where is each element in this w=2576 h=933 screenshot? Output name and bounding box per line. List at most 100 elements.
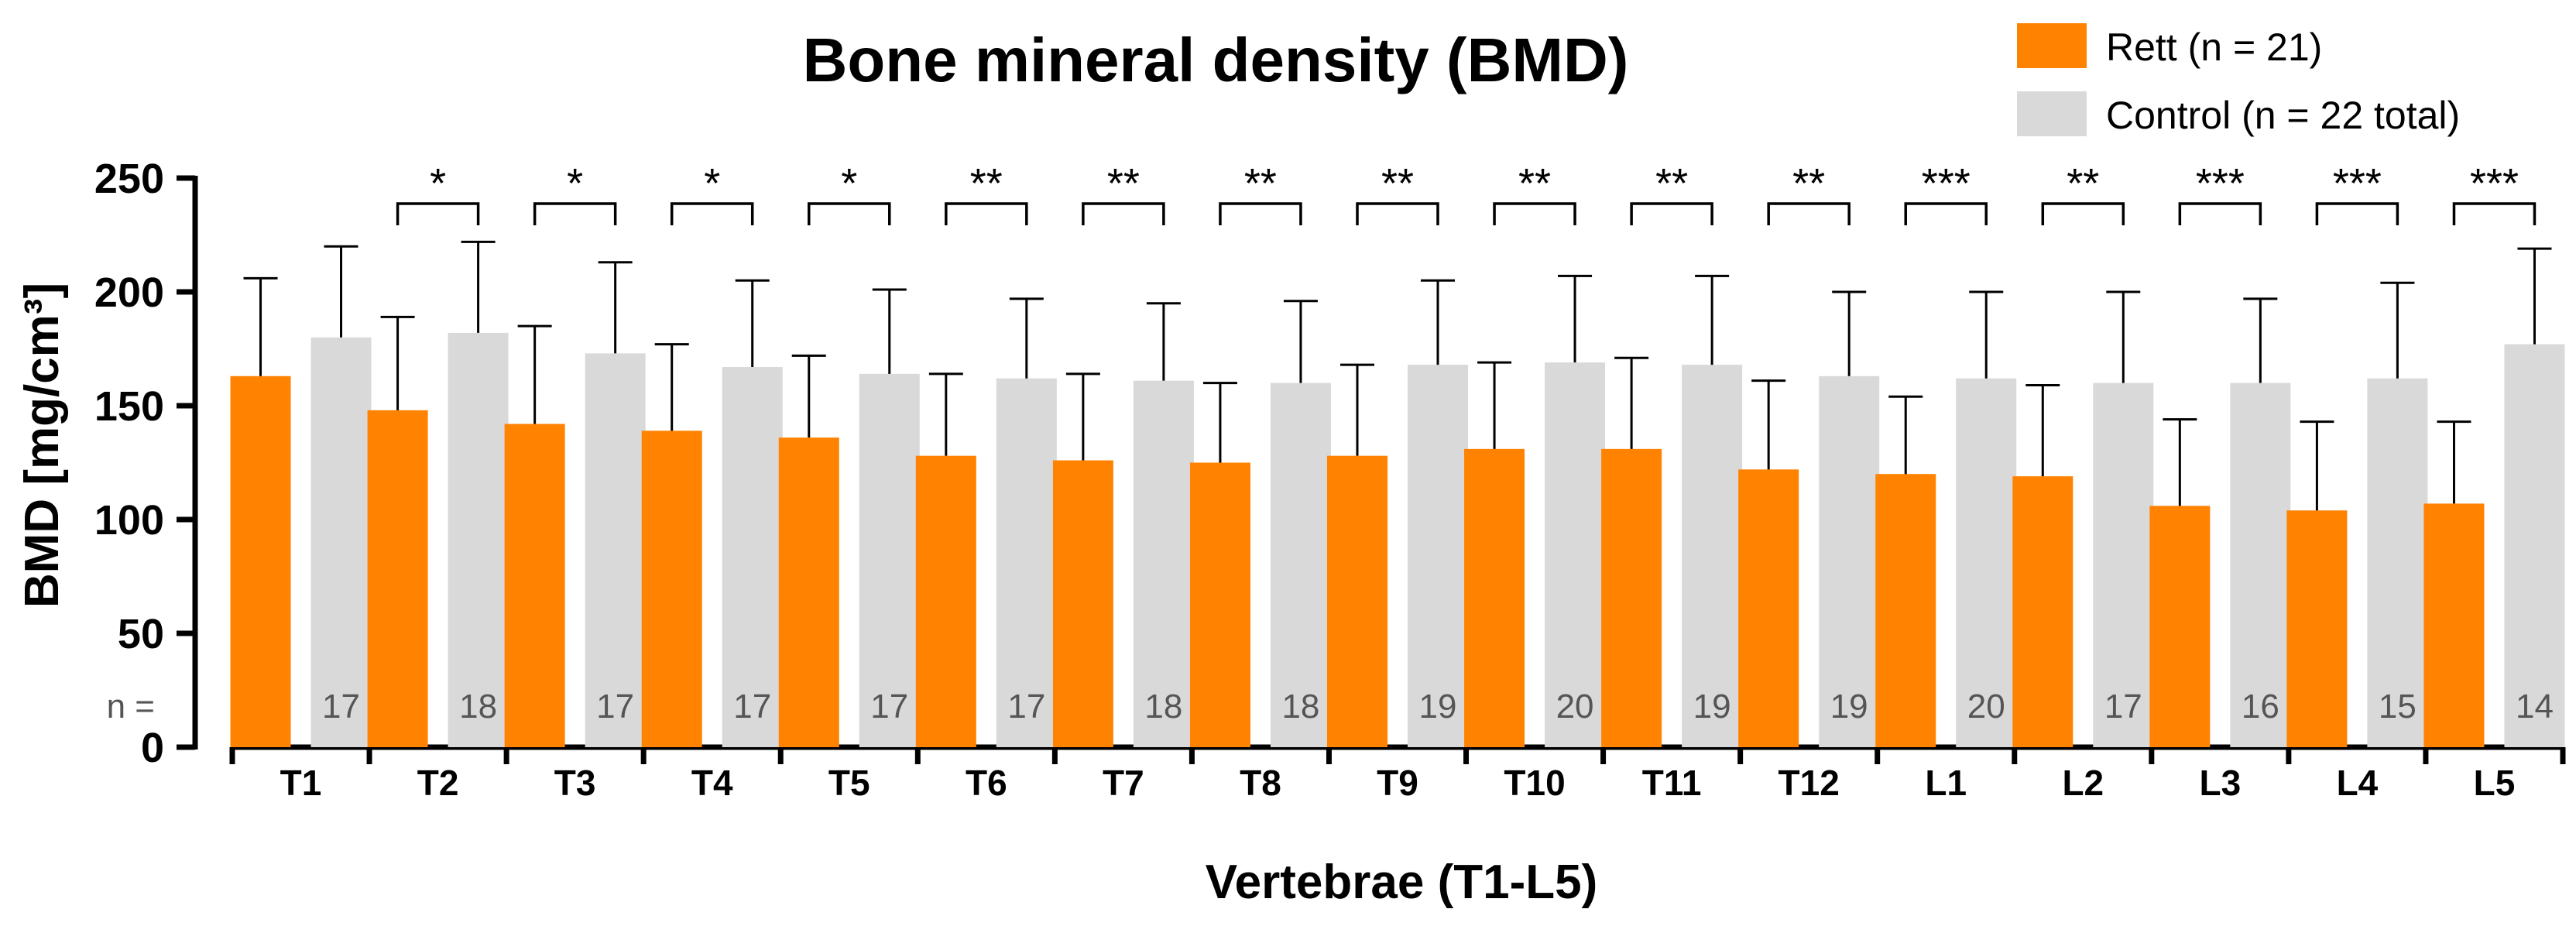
significance-bracket (2178, 202, 2262, 225)
x-tick-label: L5 (2474, 763, 2516, 803)
n-label: 17 (1007, 688, 1045, 725)
significance-label: ** (1381, 160, 1414, 207)
legend-swatch-control (2017, 91, 2087, 136)
bar-rett (367, 410, 428, 747)
y-tick-label: 250 (94, 156, 164, 202)
n-label: 17 (733, 688, 771, 725)
n-label: 20 (1556, 688, 1594, 725)
y-tick-label: 150 (94, 383, 164, 430)
bar-rett (641, 430, 702, 747)
bar-control (996, 378, 1057, 747)
bar-control (1408, 365, 1468, 747)
significance-label: ** (1655, 160, 1688, 207)
significance-label: ** (1518, 160, 1551, 207)
significance-label: * (567, 160, 583, 207)
n-label: 17 (2104, 688, 2142, 725)
x-tick-label: T1 (280, 763, 322, 803)
significance-bracket (945, 202, 1028, 225)
x-tick-label: T5 (828, 763, 870, 803)
n-label: 17 (870, 688, 908, 725)
bar-control (2093, 382, 2154, 747)
n-label: 20 (1967, 688, 2005, 725)
n-label: 17 (596, 688, 634, 725)
x-tick-label: T2 (417, 763, 459, 803)
significance-bracket (2041, 202, 2125, 225)
x-tick-label: L3 (2200, 763, 2242, 803)
significance-bracket (1630, 202, 1713, 225)
bar-rett (1738, 469, 1799, 747)
chart-title: Bone mineral density (BMD) (803, 26, 1629, 94)
n-label: 14 (2516, 688, 2554, 725)
significance-label: * (430, 160, 446, 207)
x-tick-label: T6 (966, 763, 1007, 803)
x-axis-title: Vertebrae (T1-L5) (1206, 856, 1598, 909)
bar-rett (2012, 476, 2073, 747)
legend-swatch-rett (2017, 23, 2087, 68)
significance-label: ** (1244, 160, 1277, 207)
significance-label: ** (1792, 160, 1825, 207)
legend: Rett (n = 21) Control (n = 22 total) (2017, 23, 2460, 137)
n-label: 19 (1419, 688, 1457, 725)
significance-bracket (1219, 202, 1302, 225)
bar-control (2230, 382, 2291, 747)
n-label: 18 (1144, 688, 1182, 725)
significance-label: ** (970, 160, 1003, 207)
n-label: 19 (1830, 688, 1868, 725)
x-tick-label: T10 (1504, 763, 1565, 803)
x-tick-label: T7 (1103, 763, 1144, 803)
bar-rett (1601, 448, 1662, 747)
n-label: 18 (459, 688, 497, 725)
bar-control (585, 353, 646, 747)
significance-label: ** (1107, 160, 1140, 207)
significance-bracket (1493, 202, 1576, 225)
n-label: 18 (1281, 688, 1319, 725)
x-tick-label: L2 (2062, 763, 2104, 803)
bar-rett (230, 376, 291, 747)
n-label: 15 (2379, 688, 2417, 725)
bar-control (1819, 376, 1880, 747)
significance-bracket (808, 202, 891, 225)
bar-rett (1327, 455, 1387, 747)
bar-rett (2149, 506, 2211, 747)
significance-label: *** (1922, 160, 1971, 207)
y-axis-title: BMD [mg/cm³] (15, 283, 69, 608)
bar-rett (778, 437, 839, 747)
significance-bracket (1082, 202, 1165, 225)
bar-control (859, 373, 920, 747)
bar-control (1270, 382, 1331, 747)
x-tick-label: L4 (2337, 763, 2379, 803)
significance-bracket (670, 202, 754, 225)
n-prefix-label: n = (107, 688, 155, 725)
x-tick-label: T3 (554, 763, 596, 803)
significance-bracket (2452, 202, 2537, 225)
bar-control (2367, 378, 2428, 747)
significance-label: * (841, 160, 857, 207)
legend-label-rett: Rett (n = 21) (2106, 26, 2322, 69)
legend-label-control: Control (n = 22 total) (2106, 94, 2460, 137)
bar-rett (1464, 448, 1525, 747)
n-label: 16 (2242, 688, 2279, 725)
y-tick-label: 50 (118, 611, 164, 657)
bar-rett (1052, 460, 1113, 747)
x-tick-label: T9 (1377, 763, 1418, 803)
significance-bracket (2315, 202, 2399, 225)
bar-rett (1189, 462, 1250, 747)
significance-label: *** (2470, 160, 2519, 207)
y-tick-label: 100 (94, 497, 164, 544)
n-label: 19 (1693, 688, 1731, 725)
bar-rett (1875, 474, 1936, 747)
y-tick-label: 200 (94, 269, 164, 316)
significance-label: *** (2196, 160, 2245, 207)
x-tick-label: T8 (1240, 763, 1281, 803)
bar-control (1682, 365, 1743, 747)
significance-bracket (1904, 202, 1988, 225)
y-tick-label: 0 (141, 725, 164, 771)
bar-control (1545, 362, 1606, 747)
significance-bracket (1356, 202, 1439, 225)
x-tick-label: T11 (1642, 763, 1702, 803)
significance-label: ** (2067, 160, 2099, 207)
bar-control (2504, 344, 2565, 747)
significance-bracket (1767, 202, 1851, 225)
plot-area: 0 50 100 150 200 250 17 T1 18 T2 * 17 T3 * 17 T4 * 17 T5 * 1… (94, 156, 2566, 803)
